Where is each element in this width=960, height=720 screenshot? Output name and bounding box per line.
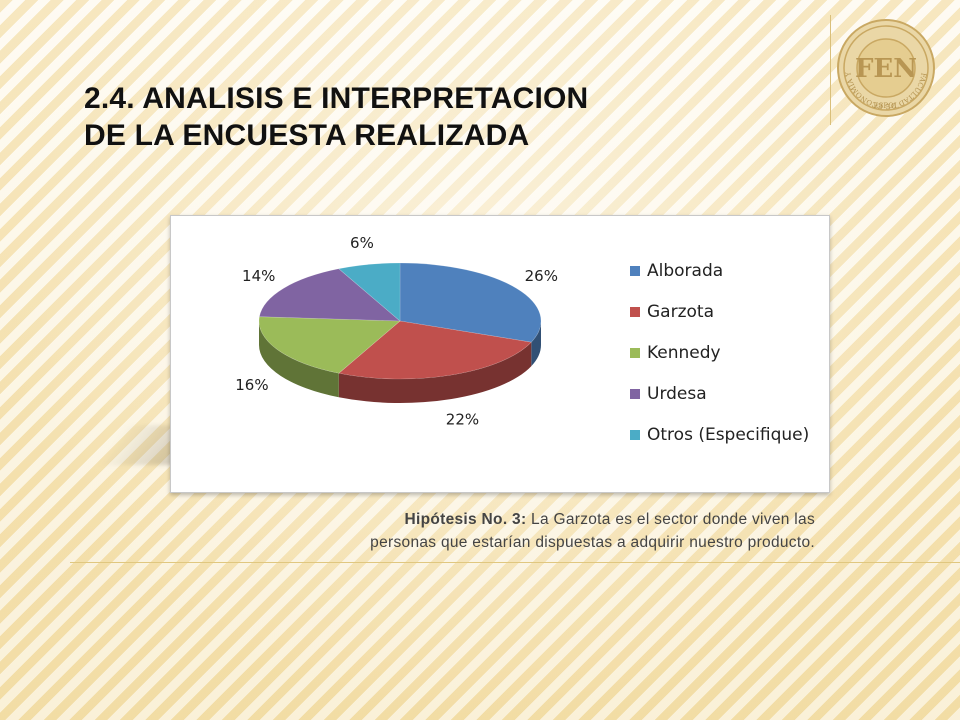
pie-side-alborada	[531, 321, 541, 367]
horizontal-divider	[70, 562, 960, 563]
data-label-urdesa: 14%	[242, 267, 275, 285]
legend-label: Garzota	[647, 302, 714, 322]
data-label-otros-especifique: 6%	[350, 234, 374, 252]
pie-side-kennedy	[259, 321, 339, 398]
title-line-2: DE LA ENCUESTA REALIZADA	[84, 119, 530, 152]
pie-slice-kennedy	[258, 316, 401, 374]
title-line-1: 2.4. ANALISIS E INTERPRETACION	[84, 82, 589, 115]
legend-label: Urdesa	[647, 384, 707, 404]
pie-slice-urdesa	[259, 268, 401, 322]
legend-item: Urdesa	[630, 384, 707, 404]
chart-legend: Alborada Garzota Kennedy Urdesa Otros (Espec…	[630, 261, 809, 445]
pie-slice-otros-especifique	[338, 262, 401, 322]
pie-top-slices	[258, 262, 542, 380]
legend-swatch	[630, 266, 640, 276]
data-label-alborada: 26%	[525, 267, 558, 285]
data-label-garzota: 22%	[446, 410, 479, 428]
pie-side-garzota	[338, 342, 532, 403]
fen-seal-logo: FACULTAD DE ECONOMIA Y NEGOCIOS FEN ESPO…	[836, 18, 935, 117]
svg-text:FEN: FEN	[855, 54, 917, 84]
legend-swatch	[630, 348, 640, 358]
pie-chart: 26% 22% 16% 14% 6% Alborada Garzota Kennedy Urde…	[235, 234, 809, 445]
legend-item: Garzota	[630, 302, 714, 322]
caption-text-line-1: La Garzota es el sector donde viven las	[526, 511, 815, 528]
pie-slice-alborada	[399, 262, 542, 343]
legend-label: Alborada	[647, 261, 723, 281]
hypothesis-caption: Hipótesis No. 3: La Garzota es el sector…	[200, 508, 815, 554]
caption-text-line-2: personas que estarían dispuestas a adqui…	[370, 534, 815, 551]
legend-item: Alborada	[630, 261, 723, 281]
pie-slice-garzota	[338, 320, 532, 380]
caption-bold-label: Hipótesis No. 3:	[404, 511, 527, 528]
legend-label: Kennedy	[647, 343, 721, 363]
vertical-divider	[830, 15, 831, 125]
legend-item: Kennedy	[630, 343, 721, 363]
legend-label: Otros (Especifique)	[647, 425, 809, 445]
pie-side-walls	[259, 321, 541, 403]
legend-swatch	[630, 430, 640, 440]
svg-text:ESPOL: ESPOL	[873, 102, 898, 110]
legend-item: Otros (Especifique)	[630, 425, 809, 445]
slide-title: 2.4. ANALISIS E INTERPRETACION DE LA ENC…	[84, 80, 684, 154]
pie-chart-panel: 26% 22% 16% 14% 6% Alborada Garzota Kennedy Urde…	[170, 215, 830, 493]
legend-swatch	[630, 307, 640, 317]
legend-swatch	[630, 389, 640, 399]
data-label-kennedy: 16%	[235, 376, 268, 394]
pie-data-labels: 26% 22% 16% 14% 6%	[235, 234, 558, 428]
